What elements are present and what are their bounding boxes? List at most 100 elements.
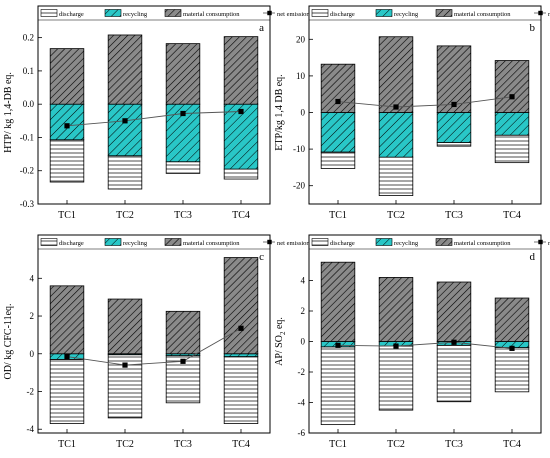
bar-discharge-tc3: [436, 344, 472, 403]
plot-frame: [308, 5, 542, 205]
x-tick-label-tc3: TC3: [445, 439, 463, 450]
y-tick-label: -4: [298, 398, 306, 408]
bar-material-tc1: [49, 48, 85, 105]
bar-material-tc2: [378, 36, 414, 113]
bar-discharge-tc4: [494, 134, 530, 164]
bar-material-tc4: [494, 297, 530, 342]
y-tick-label: -2: [27, 386, 35, 396]
bar-discharge-tc1: [320, 346, 356, 426]
plot-frame: [37, 234, 271, 434]
legend-marker-net: [538, 10, 543, 16]
bar-discharge-tc4: [223, 356, 259, 424]
legend-label-material: material consumption: [183, 11, 240, 18]
legend-swatch-discharge: [311, 238, 329, 246]
bar-discharge-tc3: [436, 142, 472, 147]
bar-recycling-tc2: [107, 103, 143, 157]
x-tick-label-tc4: TC4: [232, 439, 250, 450]
chart-panel-c: -4 -2 0 2 4 TC1 TC2 TC3 TC4 OD/ kg CFC-11eq. c disc…: [3, 234, 310, 450]
y-tick-label: 2: [301, 306, 306, 316]
bar-material-tc3: [436, 45, 472, 113]
bar-material-tc4: [223, 36, 259, 105]
y-tick-label: 20: [296, 34, 306, 44]
x-tick-label-tc2: TC2: [387, 210, 405, 221]
x-tick-label-tc2: TC2: [116, 439, 134, 450]
bar-material-tc2: [107, 34, 143, 105]
legend-swatch-material: [435, 9, 453, 17]
legend-swatch-recycling: [104, 238, 122, 246]
bar-discharge-tc4: [494, 347, 530, 393]
bar-discharge-tc1: [49, 139, 85, 183]
bar-material-tc1: [320, 63, 356, 113]
legend-label-material: material consumption: [454, 240, 511, 247]
y-tick-label: -10: [293, 144, 305, 154]
legend-swatch-discharge: [311, 9, 329, 17]
legend-marker-net: [267, 10, 272, 16]
panel-letter: c: [259, 251, 264, 263]
legend-label-recycling: recycling: [394, 240, 419, 247]
legend-swatch-recycling: [104, 9, 122, 17]
net-emission-line: [66, 327, 242, 366]
legend-swatch-material: [435, 238, 453, 246]
bar-recycling-tc3: [436, 112, 472, 143]
net-emission-line: [337, 96, 513, 108]
net-emission-point-tc2: [122, 362, 128, 368]
x-tick-label-tc1: TC1: [329, 439, 347, 450]
net-emission-point-tc1: [64, 353, 70, 360]
net-emission-point-tc3: [451, 101, 457, 108]
bar-material-tc1: [49, 285, 85, 355]
panel-letter: a: [259, 22, 264, 34]
legend-label-net: net emission: [277, 11, 310, 18]
y-tick-label: -6: [298, 428, 306, 438]
legend-label-recycling: recycling: [123, 11, 148, 18]
panel-letter: d: [530, 251, 536, 263]
legend-swatch-discharge: [40, 238, 58, 246]
bar-recycling-tc4: [494, 112, 530, 136]
y-tick-label: 4: [30, 273, 35, 283]
legend-label-discharge: discharge: [330, 11, 355, 18]
bar-material-tc3: [165, 43, 201, 105]
bar-discharge-tc2: [378, 156, 414, 196]
net-emission-point-tc2: [122, 118, 128, 124]
legend-marker-net: [538, 239, 543, 245]
bar-recycling-tc4: [223, 103, 259, 170]
legend-swatch-material: [164, 238, 182, 246]
x-tick-label-tc4: TC4: [232, 210, 250, 221]
x-tick-label-tc3: TC3: [174, 439, 192, 450]
legend-swatch-material: [164, 9, 182, 17]
bar-recycling-tc2: [378, 112, 414, 158]
plot-frame: [37, 5, 271, 205]
net-emission-point-tc4: [238, 325, 244, 331]
y-axis-label: HTP/ kg 1,4-DB eq.: [3, 72, 14, 153]
y-tick-label: 10: [296, 71, 306, 81]
bar-material-tc1: [320, 261, 356, 342]
net-emission-point-tc3: [180, 358, 186, 364]
y-tick-label: -2: [298, 367, 306, 377]
net-emission-point-tc3: [180, 110, 186, 117]
net-emission-line: [66, 111, 242, 127]
legend-label-net: net emission: [277, 240, 310, 247]
bar-recycling-tc1: [320, 112, 356, 153]
y-axis-label: OD/ kg CFC-11eq.: [3, 303, 14, 379]
bar-material-tc2: [378, 277, 414, 342]
y-tick-label: 0.2: [23, 33, 34, 43]
net-emission-point-tc4: [238, 108, 244, 115]
net-emission-point-tc2: [393, 104, 399, 110]
x-tick-label-tc4: TC4: [503, 439, 521, 450]
legend-marker-net: [267, 239, 272, 245]
y-tick-label: 0: [301, 108, 306, 118]
y-axis-label: AP/ SO2 eq.: [274, 317, 287, 366]
bar-discharge-tc3: [165, 161, 201, 174]
legend-swatch-discharge: [40, 9, 58, 17]
net-emission-line: [337, 341, 513, 349]
bar-recycling-tc4: [223, 353, 259, 357]
legend-label-net: net emission: [548, 11, 550, 18]
y-tick-label: 2: [30, 311, 35, 321]
y-axis-label: ETP/kg 1,4 DB eq.: [274, 74, 285, 150]
chart-panel-d: -6 -4 -2 0 2 4 TC1 TC2 TC3 TC4 AP/ SO2 eq. d dischar…: [274, 234, 550, 450]
x-tick-label-tc1: TC1: [329, 210, 347, 221]
y-tick-label: 0: [301, 337, 306, 347]
x-tick-label-tc1: TC1: [58, 210, 76, 221]
y-tick-label: 0.1: [23, 66, 34, 76]
bar-discharge-tc2: [378, 345, 414, 411]
